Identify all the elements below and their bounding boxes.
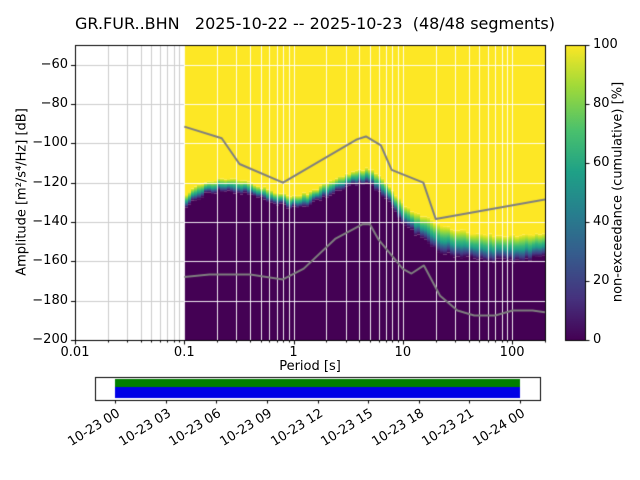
y-tick-label: −200 <box>32 332 68 347</box>
colorbar-tick-label: 100 <box>593 37 618 52</box>
colorbar-tick-label: 0 <box>593 332 602 347</box>
colorbar-tick-label: 40 <box>593 214 610 229</box>
y-tick-label: −60 <box>40 56 68 72</box>
x-axis-label: Period [s] <box>279 359 341 374</box>
colorbar-tick-label: 20 <box>593 273 610 288</box>
colorbar-label: non-exceedance (cumulative) [%] <box>610 81 626 303</box>
x-tick-label: 0.01 <box>60 345 90 360</box>
chart-title: GR.FUR..BHN 2025-10-22 -- 2025-10-23 (48… <box>75 14 555 33</box>
x-tick-label: 0.1 <box>173 345 195 360</box>
x-tick-label: 100 <box>499 345 525 360</box>
y-tick-label: −120 <box>32 174 68 190</box>
y-axis-label: Amplitude [m²/s⁴/Hz] [dB] <box>14 108 30 276</box>
y-tick-label: −140 <box>32 214 68 229</box>
colorbar-tick-label: 80 <box>593 96 610 111</box>
y-tick-label: −160 <box>32 253 68 269</box>
colorbar-tick-label: 60 <box>593 155 610 170</box>
x-tick-label: 10 <box>394 345 412 360</box>
y-tick-label: −80 <box>40 96 68 111</box>
y-tick-label: −100 <box>32 135 68 151</box>
x-tick-label: 1 <box>289 345 298 360</box>
y-tick-label: −180 <box>32 292 68 308</box>
